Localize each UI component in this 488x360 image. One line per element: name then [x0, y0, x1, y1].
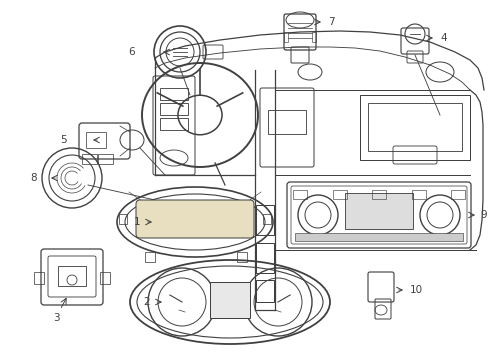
Bar	[359, 95, 469, 160]
Text: 2: 2	[143, 297, 150, 307]
Text: 7: 7	[327, 17, 334, 27]
Bar	[160, 88, 187, 100]
FancyBboxPatch shape	[136, 200, 253, 238]
Bar	[450, 190, 464, 199]
Bar	[237, 252, 246, 262]
Bar	[209, 282, 249, 318]
Bar	[145, 252, 155, 262]
Bar	[345, 193, 412, 229]
Bar	[86, 132, 106, 148]
Bar	[411, 190, 425, 199]
Bar	[119, 214, 127, 224]
Bar	[284, 32, 287, 42]
Bar	[371, 190, 385, 199]
Bar	[160, 118, 187, 130]
Text: 4: 4	[439, 33, 446, 43]
Bar	[263, 214, 270, 224]
Bar	[82, 154, 97, 164]
Bar	[58, 266, 86, 286]
Bar	[256, 205, 273, 235]
Text: 9: 9	[479, 210, 486, 220]
Bar	[256, 280, 273, 302]
Bar	[311, 32, 315, 42]
Bar	[256, 243, 273, 273]
Bar	[34, 272, 44, 284]
Bar	[98, 154, 113, 164]
Bar	[292, 190, 306, 199]
Bar	[294, 233, 462, 241]
Bar	[100, 272, 110, 284]
Text: 8: 8	[30, 173, 37, 183]
Text: 3: 3	[53, 313, 59, 323]
Bar	[332, 190, 346, 199]
Text: 5: 5	[60, 135, 66, 145]
Bar	[367, 103, 461, 151]
Bar	[267, 110, 305, 134]
Text: 1: 1	[133, 217, 140, 227]
Text: 6: 6	[128, 47, 134, 57]
Text: 10: 10	[409, 285, 422, 295]
Bar	[160, 103, 187, 115]
